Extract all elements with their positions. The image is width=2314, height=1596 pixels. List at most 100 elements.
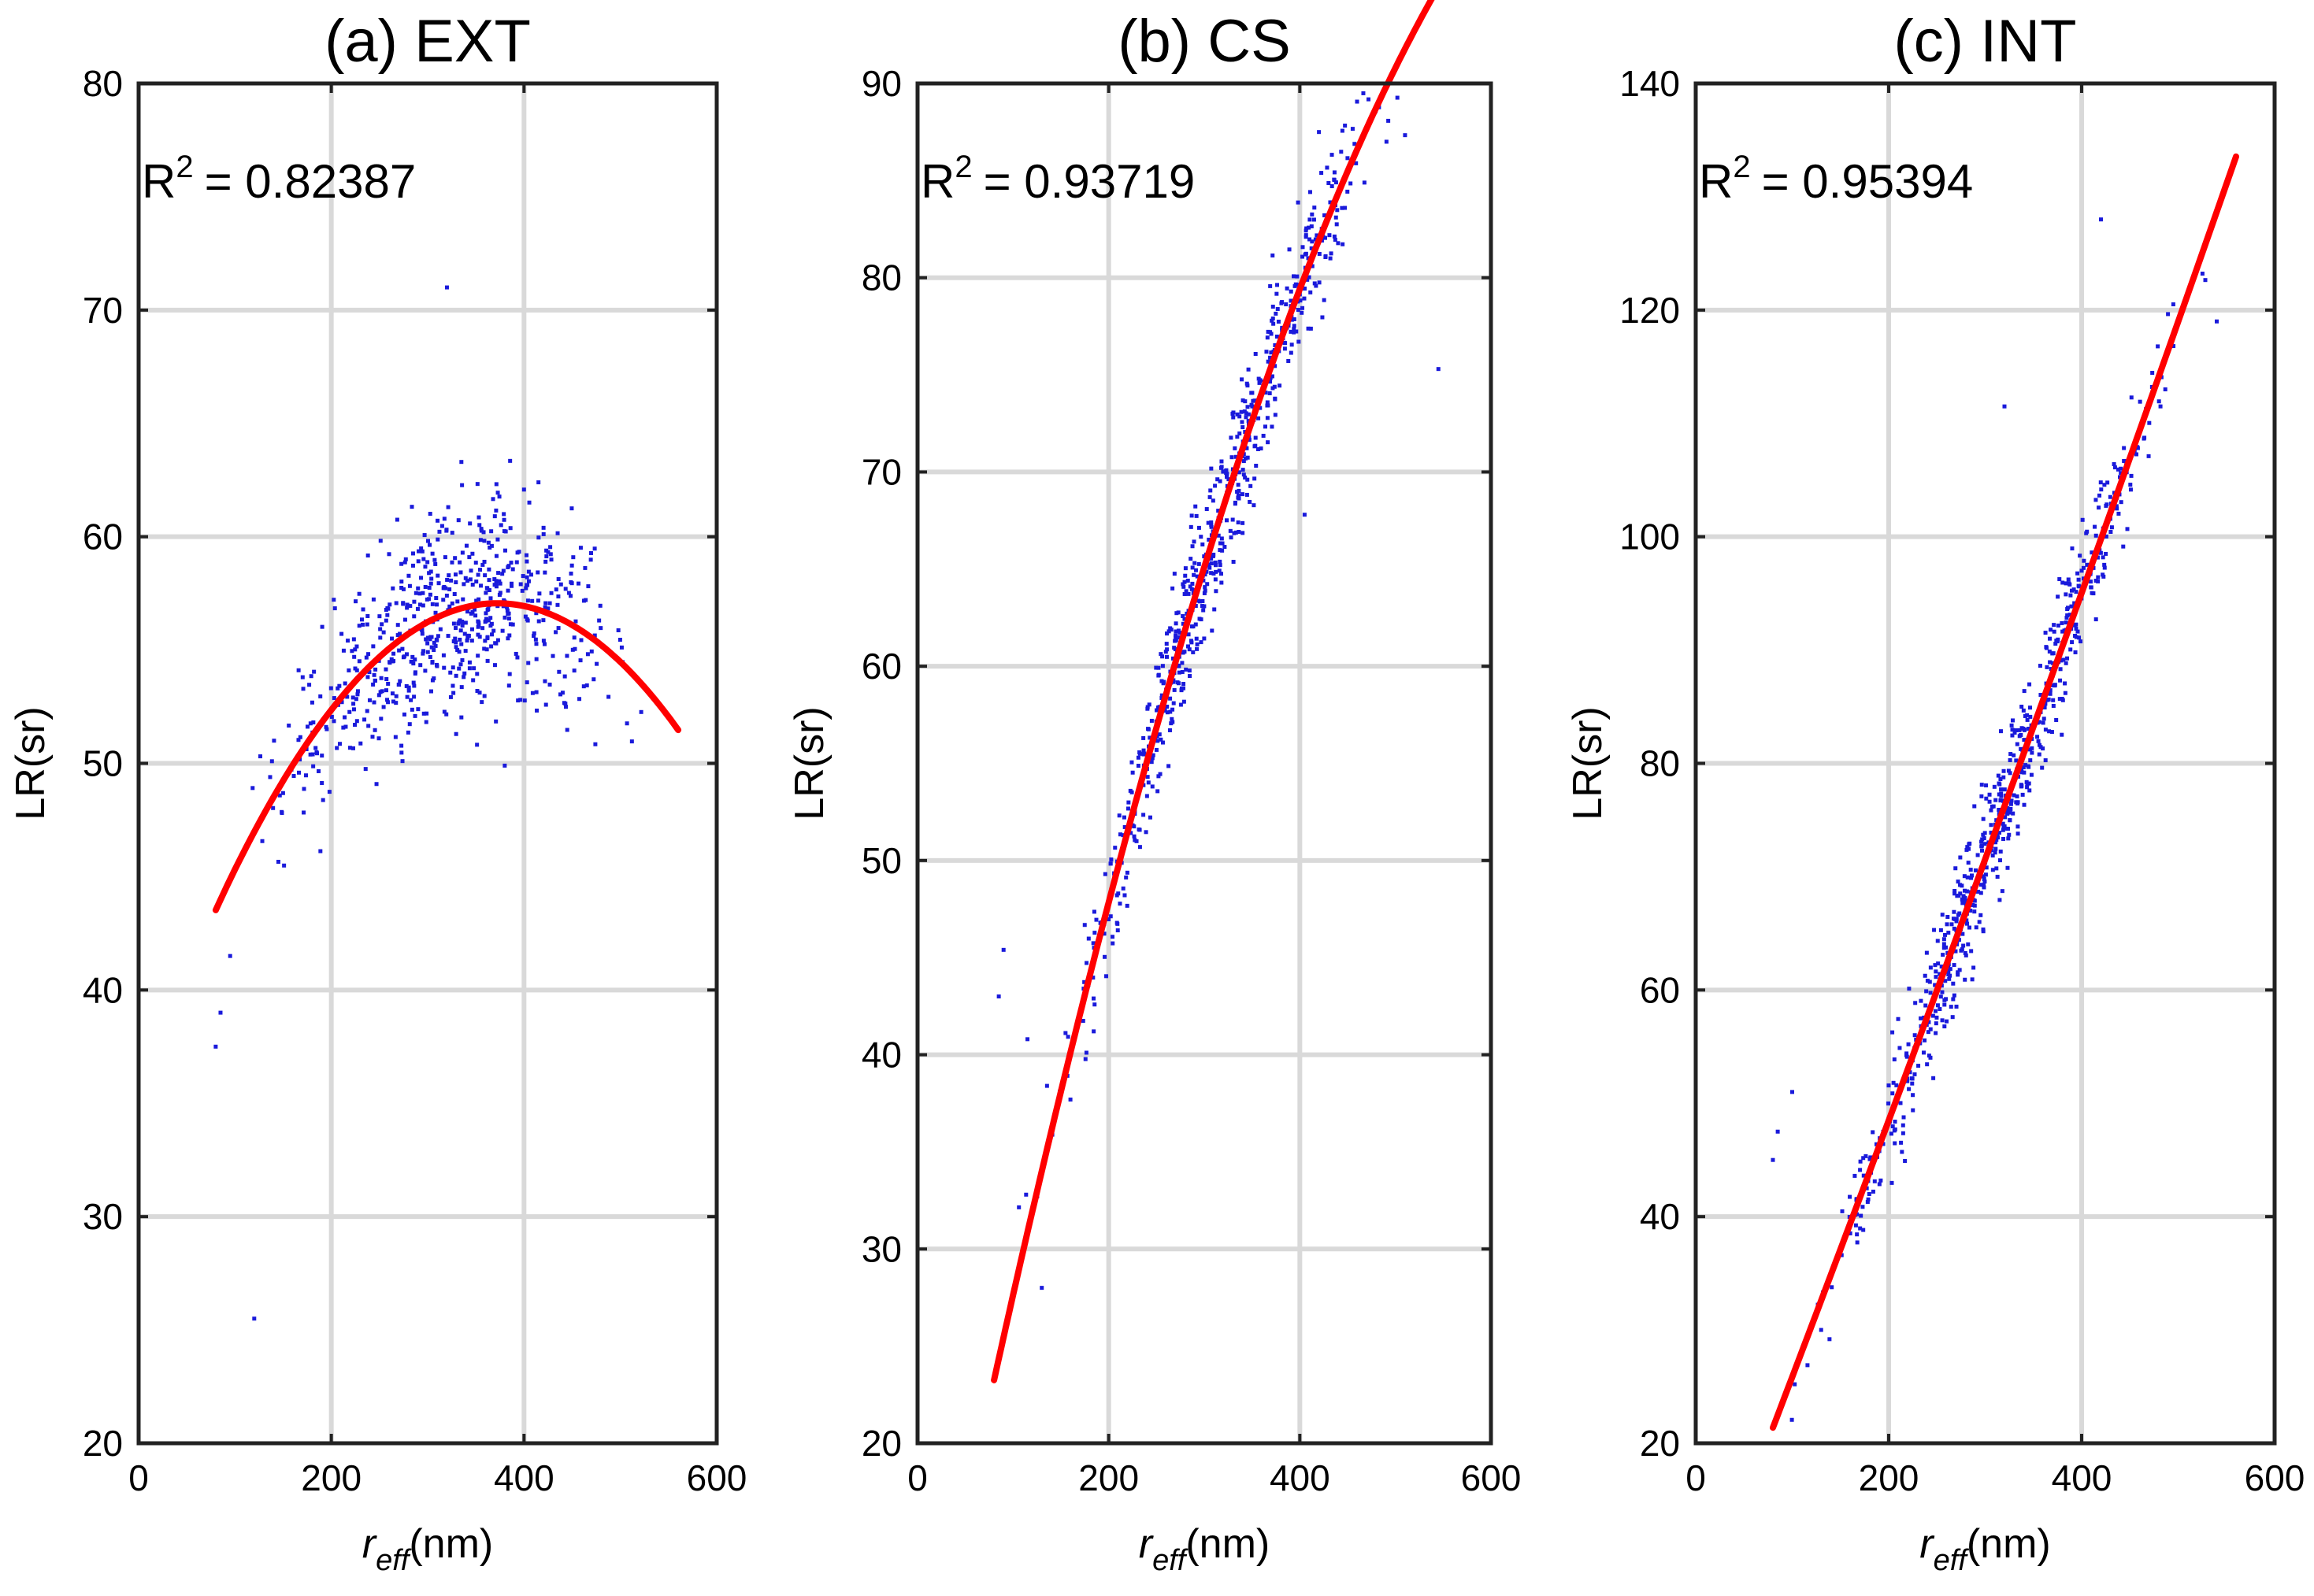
- data-point: [1202, 636, 1207, 641]
- data-point: [1852, 1173, 1857, 1178]
- data-point: [457, 650, 462, 654]
- data-point: [1214, 569, 1218, 574]
- data-point: [588, 557, 593, 562]
- data-point: [1169, 721, 1174, 726]
- data-point: [2098, 480, 2103, 485]
- data-point: [2095, 555, 2100, 560]
- data-point: [1240, 425, 1245, 430]
- data-point: [1403, 133, 1407, 138]
- data-point: [454, 640, 458, 645]
- data-point: [1125, 806, 1130, 811]
- data-point: [410, 563, 415, 568]
- y-tick-label: 90: [862, 63, 902, 104]
- data-point: [579, 638, 584, 642]
- data-point: [1108, 914, 1113, 919]
- data-point: [1950, 1015, 1955, 1020]
- data-point: [2019, 783, 2023, 787]
- data-point: [2037, 752, 2041, 757]
- data-point: [318, 694, 323, 698]
- data-point: [2088, 580, 2093, 584]
- data-point: [573, 619, 578, 624]
- data-point: [376, 736, 381, 741]
- data-point: [2000, 889, 2004, 894]
- data-point: [1927, 979, 1932, 984]
- data-point: [341, 725, 346, 730]
- data-point: [1980, 848, 1985, 853]
- data-point: [541, 639, 546, 643]
- data-point: [394, 701, 399, 705]
- data-point: [357, 659, 362, 664]
- data-point: [569, 581, 574, 586]
- data-point: [1108, 861, 1113, 866]
- x-tick-label: 0: [128, 1457, 149, 1498]
- data-point: [1159, 679, 1164, 683]
- data-point: [1923, 1038, 1927, 1042]
- data-point: [1181, 699, 1186, 704]
- data-point: [2058, 667, 2063, 672]
- data-point: [1205, 582, 1210, 587]
- data-point: [1180, 661, 1185, 665]
- data-point: [1270, 253, 1275, 257]
- data-point: [473, 561, 478, 565]
- data-point: [1967, 925, 1972, 930]
- data-point: [353, 647, 358, 652]
- data-point: [2096, 575, 2101, 580]
- data-point: [1274, 311, 1278, 316]
- x-axis-label-unit: (nm): [1967, 1521, 2051, 1567]
- data-point: [2046, 697, 2051, 702]
- data-point: [2067, 613, 2072, 617]
- data-point: [526, 569, 531, 574]
- data-point: [543, 702, 548, 707]
- data-point: [1945, 1019, 1949, 1024]
- data-point: [1141, 752, 1146, 757]
- data-point: [459, 460, 464, 465]
- data-point: [568, 594, 573, 598]
- x-tick-label: 200: [301, 1457, 362, 1498]
- data-point: [1237, 529, 1241, 534]
- data-point: [1243, 456, 1248, 461]
- data-point: [1329, 251, 1333, 256]
- data-point: [309, 674, 313, 679]
- data-point: [406, 688, 411, 693]
- data-point: [1148, 735, 1152, 740]
- data-point: [316, 768, 321, 773]
- data-point: [2043, 758, 2048, 763]
- data-point: [470, 609, 475, 614]
- data-point: [413, 657, 417, 662]
- data-point: [491, 497, 495, 502]
- x-tick-label: 600: [1461, 1457, 1522, 1498]
- data-point: [1209, 466, 1214, 471]
- data-point: [365, 709, 369, 713]
- data-point: [2028, 714, 2033, 719]
- data-point: [1327, 233, 1332, 238]
- data-point: [2114, 504, 2119, 509]
- data-point: [573, 646, 577, 651]
- data-point: [2064, 581, 2068, 586]
- data-point: [1971, 902, 1975, 907]
- data-point: [1244, 415, 1248, 420]
- data-point: [525, 559, 529, 564]
- data-point: [1209, 524, 1214, 529]
- data-point: [2027, 788, 2032, 793]
- data-point: [353, 666, 358, 671]
- data-point: [457, 666, 462, 671]
- data-point: [1217, 568, 1222, 573]
- data-point: [551, 654, 555, 658]
- data-point: [507, 672, 512, 676]
- data-point: [1302, 286, 1307, 291]
- data-point: [298, 735, 302, 739]
- data-point: [1102, 931, 1107, 936]
- x-axis-label-unit: (nm): [409, 1521, 493, 1567]
- data-point: [476, 624, 480, 629]
- data-point: [1954, 1004, 1959, 1009]
- data-point: [346, 639, 350, 643]
- data-point: [1306, 326, 1311, 331]
- data-point: [506, 617, 511, 621]
- data-point: [459, 685, 464, 690]
- fit-curve: [991, 0, 1435, 1383]
- data-point: [1386, 118, 1391, 123]
- data-point: [486, 540, 491, 545]
- data-point: [2129, 395, 2134, 400]
- data-point: [1905, 1079, 1910, 1083]
- data-point: [2125, 527, 2130, 531]
